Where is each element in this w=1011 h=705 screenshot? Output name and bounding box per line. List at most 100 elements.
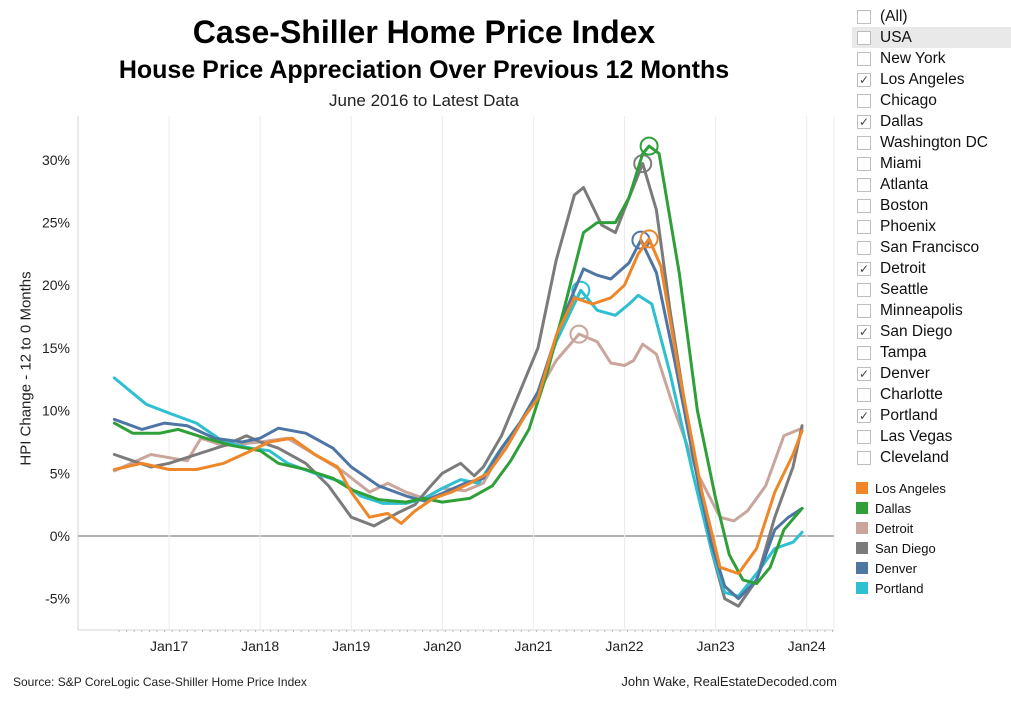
filter-item-label: Tampa xyxy=(880,343,927,361)
region-filter[interactable]: (All) USA New York ✓ Los Angeles Chicago ✓ Dall… xyxy=(852,6,1011,468)
checkbox-icon[interactable] xyxy=(857,303,871,318)
checkbox-icon[interactable] xyxy=(857,198,871,213)
checkbox-checked-icon[interactable]: ✓ xyxy=(857,261,871,276)
checkbox-icon[interactable] xyxy=(857,177,871,192)
filter-item[interactable]: Chicago xyxy=(852,90,1011,111)
checkbox-icon[interactable] xyxy=(857,9,871,24)
series-line-denver xyxy=(112,238,804,601)
filter-item[interactable]: ✓ San Diego xyxy=(852,321,1011,342)
x-tick-label: Jan24 xyxy=(788,638,826,654)
filter-item[interactable]: Charlotte xyxy=(852,384,1011,405)
filter-item[interactable]: ✓ Detroit xyxy=(852,258,1011,279)
checkbox-icon[interactable] xyxy=(857,345,871,360)
filter-item-label: Denver xyxy=(880,364,930,382)
checkbox-icon[interactable] xyxy=(857,156,871,171)
filter-item-label: Dallas xyxy=(880,112,924,130)
legend-swatch xyxy=(856,582,868,594)
checkbox-checked-icon[interactable]: ✓ xyxy=(857,324,871,339)
filter-item-label: San Diego xyxy=(880,322,953,340)
legend-item: Dallas xyxy=(856,498,946,518)
x-axis-labels: Jan17 Jan18 Jan19 Jan20 Jan21 Jan22 Jan23 Jan24 xyxy=(150,638,826,654)
legend-item: Detroit xyxy=(856,518,946,538)
peak-marker-los-angeles xyxy=(639,229,659,249)
source-note: Source: S&P CoreLogic Case-Shiller Home … xyxy=(13,675,307,689)
filter-item-label: Minneapolis xyxy=(880,301,963,319)
peak-marker-dallas xyxy=(639,136,659,156)
legend-swatch xyxy=(856,542,868,554)
legend-label: Los Angeles xyxy=(875,480,946,496)
x-tick-label: Jan22 xyxy=(605,638,643,654)
filter-item[interactable]: ✓ Los Angeles xyxy=(852,69,1011,90)
gridlines xyxy=(77,116,835,632)
author-credit: John Wake, RealEstateDecoded.com xyxy=(621,674,837,689)
checkbox-icon[interactable] xyxy=(857,30,871,45)
y-tick-label: 25% xyxy=(42,215,70,231)
legend-swatch xyxy=(856,482,868,494)
filter-item[interactable]: Atlanta xyxy=(852,174,1011,195)
filter-item[interactable]: Minneapolis xyxy=(852,300,1011,321)
filter-item-label: Atlanta xyxy=(880,175,929,193)
filter-item[interactable]: Tampa xyxy=(852,342,1011,363)
filter-item[interactable]: (All) xyxy=(852,6,1011,27)
checkbox-checked-icon[interactable]: ✓ xyxy=(857,72,871,87)
filter-item[interactable]: ✓ Denver xyxy=(852,363,1011,384)
x-tick-label: Jan18 xyxy=(241,638,279,654)
y-tick-label: 20% xyxy=(42,277,70,293)
y-axis-labels: -5% 0% 5% 10% 15% 20% 25% 30% xyxy=(42,152,70,607)
filter-item-label: Detroit xyxy=(880,259,926,277)
filter-item[interactable]: Boston xyxy=(852,195,1011,216)
filter-item[interactable]: Seattle xyxy=(852,279,1011,300)
checkbox-icon[interactable] xyxy=(857,450,871,465)
legend-item: Portland xyxy=(856,578,946,598)
checkbox-icon[interactable] xyxy=(857,387,871,402)
peak-marker-detroit xyxy=(569,324,589,344)
filter-item[interactable]: New York xyxy=(852,48,1011,69)
y-tick-label: 5% xyxy=(50,465,70,481)
filter-item-label: Washington DC xyxy=(880,133,988,151)
chart-subtitle: House Price Appreciation Over Previous 1… xyxy=(118,56,730,84)
filter-item[interactable]: Cleveland xyxy=(852,447,1011,468)
checkbox-icon[interactable] xyxy=(857,219,871,234)
legend-swatch xyxy=(856,522,868,534)
checkbox-checked-icon[interactable]: ✓ xyxy=(857,114,871,129)
checkbox-checked-icon[interactable]: ✓ xyxy=(857,366,871,381)
filter-item[interactable]: Phoenix xyxy=(852,216,1011,237)
filter-item[interactable]: Miami xyxy=(852,153,1011,174)
y-tick-label: -5% xyxy=(45,591,70,607)
filter-item-label: Boston xyxy=(880,196,929,214)
legend-label: Portland xyxy=(875,580,924,596)
y-tick-label: 15% xyxy=(42,340,70,356)
checkbox-icon[interactable] xyxy=(857,51,871,66)
checkbox-icon[interactable] xyxy=(857,93,871,108)
chart-title: Case-Shiller Home Price Index xyxy=(192,14,656,50)
y-tick-label: 0% xyxy=(50,528,70,544)
x-tick-label: Jan23 xyxy=(697,638,735,654)
filter-item-label: San Francisco xyxy=(880,238,980,256)
line-chart: -5%0%5%10%15%20%25%30% Jan17 Jan18 Jan19 Ja… xyxy=(42,116,835,654)
checkbox-icon[interactable] xyxy=(857,429,871,444)
filter-item[interactable]: Washington DC xyxy=(852,132,1011,153)
series-line-los-angeles xyxy=(112,237,804,576)
x-tick-label: Jan20 xyxy=(423,638,461,654)
series-lines xyxy=(112,136,804,608)
checkbox-icon[interactable] xyxy=(857,282,871,297)
filter-item[interactable]: Las Vegas xyxy=(852,426,1011,447)
filter-item-label: New York xyxy=(880,49,946,67)
y-axis-title: HPI Change - 12 to 0 Months xyxy=(17,271,35,466)
filter-item[interactable]: ✓ Portland xyxy=(852,405,1011,426)
x-tick-label: Jan17 xyxy=(150,638,188,654)
legend-label: Dallas xyxy=(875,500,912,516)
legend-swatch xyxy=(856,502,868,514)
checkbox-icon[interactable] xyxy=(857,135,871,150)
filter-item[interactable]: USA xyxy=(852,27,1011,48)
filter-item-label: Los Angeles xyxy=(880,70,965,88)
checkbox-icon[interactable] xyxy=(857,240,871,255)
series-line-san-diego xyxy=(112,162,804,608)
filter-item-label: Phoenix xyxy=(880,217,937,235)
filter-item[interactable]: San Francisco xyxy=(852,237,1011,258)
checkbox-checked-icon[interactable]: ✓ xyxy=(857,408,871,423)
filter-item-label: Seattle xyxy=(880,280,929,298)
filter-item-label: USA xyxy=(880,28,912,46)
filter-item[interactable]: ✓ Dallas xyxy=(852,111,1011,132)
series-line-dallas xyxy=(112,144,804,586)
